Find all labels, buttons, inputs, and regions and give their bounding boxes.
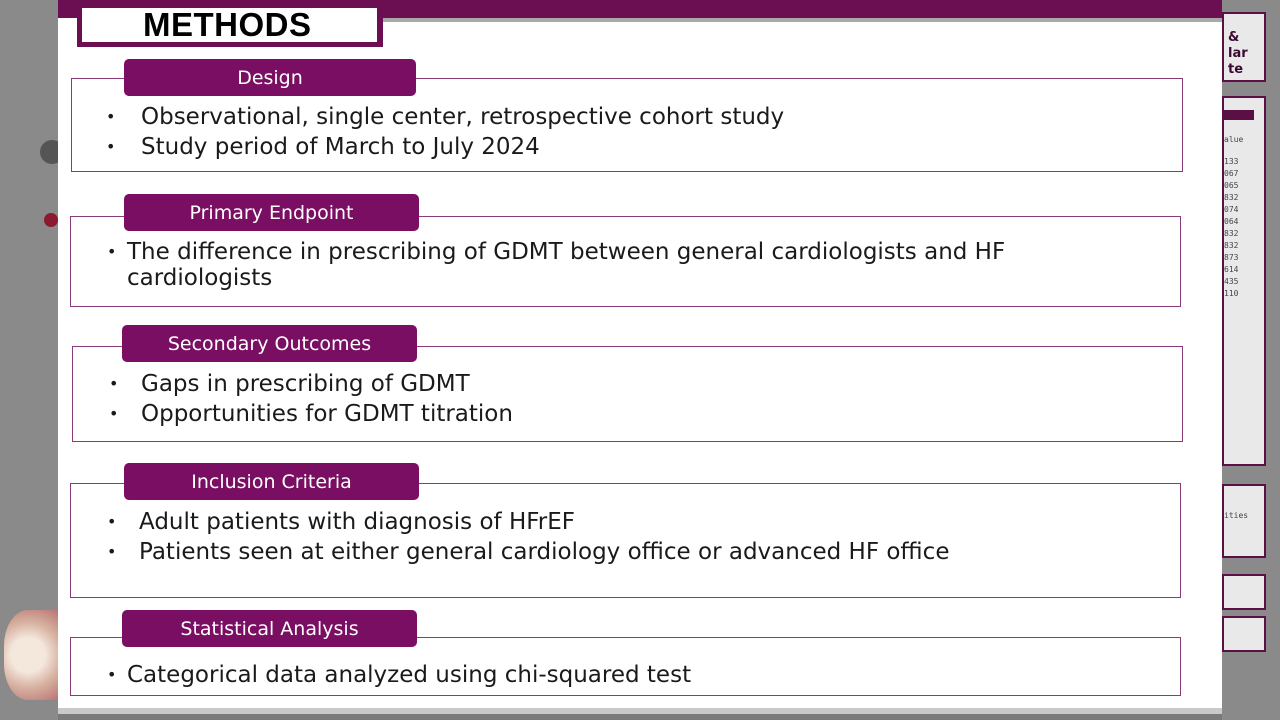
background-poster-left <box>0 0 58 720</box>
background-text: & <box>1228 30 1240 45</box>
background-table-value: 064 <box>1224 217 1239 226</box>
background-table-value: 435 <box>1224 277 1239 286</box>
background-card: alue 133 067 065 832 074 064 832 832 873 614 435 11… <box>1222 96 1266 466</box>
background-card: & lar te <box>1222 12 1266 82</box>
inclusion-criteria-section: • Adult patients with diagnosis of HFrEF … <box>70 483 1181 598</box>
background-table-value: 832 <box>1224 193 1239 202</box>
list-item: • Study period of March to July 2024 <box>106 134 540 160</box>
primary-endpoint-heading: Primary Endpoint <box>124 194 419 231</box>
background-table-header-bar <box>1224 110 1254 120</box>
statistical-analysis-heading: Statistical Analysis <box>122 610 417 647</box>
background-table-value: 614 <box>1224 265 1239 274</box>
list-item: • Observational, single center, retrospec… <box>106 104 785 130</box>
title-frame: METHODS <box>77 4 383 47</box>
inclusion-criteria-heading: Inclusion Criteria <box>124 463 419 500</box>
list-item: • The difference in prescribing of GDMT b… <box>107 239 1006 291</box>
secondary-outcomes-section: • Gaps in prescribing of GDMT • Opportunit… <box>72 346 1183 442</box>
list-item: • Categorical data analyzed using chi-squ… <box>107 662 692 688</box>
inclusion-criteria-bullet-list: • Adult patients with diagnosis of HFrEF … <box>107 507 949 567</box>
background-table-value: 832 <box>1224 229 1239 238</box>
background-poster-right: & lar te alue 133 067 065 832 074 064 832 832 87… <box>1222 0 1280 720</box>
background-text: te <box>1228 62 1244 77</box>
list-item: • Opportunities for GDMT titration <box>109 401 513 427</box>
background-table-value: 065 <box>1224 181 1239 190</box>
background-table-value: 110 <box>1224 289 1239 298</box>
secondary-outcomes-bullet-list: • Gaps in prescribing of GDMT • Opportunit… <box>109 369 513 429</box>
slide-title: METHODS <box>143 6 312 43</box>
background-text: ities <box>1224 511 1249 520</box>
background-text: alue <box>1224 135 1244 144</box>
background-decoration <box>44 213 58 227</box>
background-card: ities <box>1222 484 1266 558</box>
background-text: lar <box>1228 46 1248 61</box>
background-table-value: 074 <box>1224 205 1239 214</box>
slide-top-divider <box>382 18 1222 22</box>
background-table-value: 133 <box>1224 157 1239 166</box>
primary-endpoint-bullet-list: • The difference in prescribing of GDMT b… <box>107 239 1107 291</box>
primary-endpoint-section: • The difference in prescribing of GDMT b… <box>70 216 1181 307</box>
list-item: • Adult patients with diagnosis of HFrEF <box>107 509 576 535</box>
background-table-value: 067 <box>1224 169 1239 178</box>
background-card <box>1222 574 1266 610</box>
background-table-value: 873 <box>1224 253 1239 262</box>
secondary-outcomes-heading: Secondary Outcomes <box>122 325 417 362</box>
background-table-value: 832 <box>1224 241 1239 250</box>
background-photo <box>4 610 64 700</box>
statistical-analysis-bullet-list: • Categorical data analyzed using chi-squ… <box>107 660 691 690</box>
methods-slide: METHODS • Observational, single center, r… <box>58 0 1222 714</box>
design-bullet-list: • Observational, single center, retrospec… <box>106 102 784 162</box>
design-heading: Design <box>124 59 416 96</box>
list-item: • Patients seen at either general cardiol… <box>107 539 950 565</box>
list-item: • Gaps in prescribing of GDMT <box>109 371 470 397</box>
background-card <box>1222 616 1266 652</box>
